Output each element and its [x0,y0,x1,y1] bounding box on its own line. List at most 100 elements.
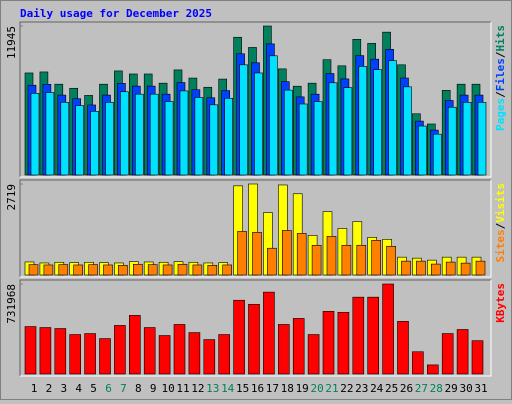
x-tick-label: 2 [46,382,53,395]
x-tick-label: 9 [150,382,157,395]
x-tick-label: 6 [105,382,112,395]
bar [75,105,84,176]
x-tick-label: 29 [445,382,458,395]
bar [397,321,409,375]
x-tick-label: 11 [176,382,189,395]
bar [341,244,352,276]
bar [371,240,382,276]
bar [445,261,456,276]
bar [307,334,320,375]
bar [209,104,219,176]
bar [477,102,487,176]
bar [337,311,350,375]
bar [188,332,201,375]
bar [73,264,83,276]
x-tick-label: 10 [161,382,174,395]
bar [254,72,263,176]
bar [224,97,233,176]
bar [296,233,307,276]
bar [24,326,37,375]
bar [88,264,98,276]
bar [69,334,81,375]
bar [292,318,305,375]
x-tick-label: 31 [474,382,487,395]
bar [192,264,203,276]
y-tick-label: 2719 [5,184,18,211]
x-tick-label: 14 [221,382,235,395]
legend-entry: Visits [494,183,507,223]
x-tick-label: 3 [60,382,67,395]
bar [114,325,126,375]
bar [143,327,156,375]
panel-border-dark [19,21,491,177]
bar [30,93,40,176]
bar [149,93,159,176]
bar [90,111,99,176]
bar [248,303,260,375]
bar [373,69,383,176]
bar [358,66,368,176]
bar [118,264,128,276]
bar [39,327,52,375]
bar [133,263,143,276]
bar [252,232,262,276]
panel-border-light [20,280,492,377]
panel-border-light [20,180,492,278]
bar [281,230,292,276]
bar [343,87,353,176]
legend: KBytes [494,283,507,323]
y-tick-label: 11945 [5,26,18,59]
x-tick-label: 12 [191,382,204,395]
bar [426,364,439,375]
bar [277,324,290,375]
bar [267,247,277,276]
x-tick-label: 23 [355,382,368,395]
bar [313,101,323,176]
legend: Sites/Visits [494,183,507,263]
x-tick-label: 24 [370,382,384,395]
legend: Pages/Files/Hits [494,25,507,131]
bar [447,106,457,176]
x-tick-label: 22 [340,382,353,395]
legend-entry: Files [494,58,507,91]
bar [60,102,70,176]
legend-entry: Sites [494,229,507,262]
x-tick-label: 13 [206,382,219,395]
x-tick-label: 17 [266,382,279,395]
bar [54,328,67,375]
bar [45,92,55,176]
bar [194,97,204,176]
bar [401,260,411,276]
panel-border-dark [19,279,491,376]
bar [233,299,245,375]
legend-entry: KBytes [494,283,507,323]
bar [456,329,469,375]
x-tick-label: 8 [135,382,142,395]
bar [203,339,216,375]
x-tick-label: 25 [385,382,398,395]
bar [177,263,188,276]
bar [218,334,230,375]
bar [179,90,189,176]
bar [162,264,173,276]
bar [352,296,365,375]
legend-entry: Pages [494,98,507,131]
bar [99,338,111,375]
panel-border-dark [19,179,491,277]
x-tick-label: 15 [236,382,249,395]
x-tick-label: 7 [120,382,127,395]
x-tick-label: 18 [281,382,294,395]
x-tick-label: 5 [90,382,97,395]
bar [283,89,293,176]
bar [298,103,308,176]
bar [441,333,454,375]
bar [147,264,158,276]
bar [28,264,39,276]
bar [388,60,397,176]
bar [462,102,472,176]
bar [386,245,396,276]
bar [58,264,69,276]
bar [207,264,218,276]
bar [135,93,144,176]
legend-separator: / [494,51,507,58]
